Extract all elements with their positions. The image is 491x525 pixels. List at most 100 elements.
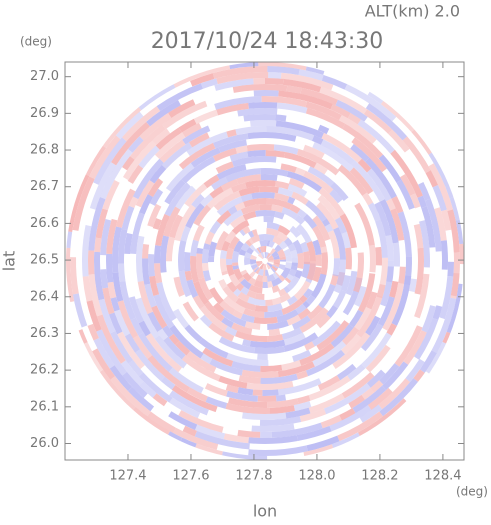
radar-cell <box>296 425 332 442</box>
radar-cell <box>169 390 209 416</box>
radar-cell <box>305 200 327 222</box>
radar-cell <box>255 274 264 282</box>
radar-cell <box>214 96 262 110</box>
radar-cell <box>281 207 299 220</box>
radar-cell <box>285 255 292 262</box>
radar-cell <box>320 139 355 165</box>
radar-cell <box>247 150 266 158</box>
radar-cell <box>164 182 191 217</box>
radar-cell <box>263 263 267 270</box>
radar-cell <box>253 78 265 85</box>
radar-cell <box>273 144 299 155</box>
radar-cell <box>267 398 299 408</box>
radar-cell <box>245 239 253 247</box>
radar-cell <box>223 295 246 314</box>
radar-cell <box>117 331 145 370</box>
radar-cell <box>199 305 228 332</box>
radar-cell <box>237 429 261 438</box>
radar-cell <box>286 170 323 193</box>
altitude-label: ALT(km) 2.0 <box>365 2 460 21</box>
radar-cell <box>154 335 187 369</box>
radar-cell <box>130 212 145 255</box>
radar-cell <box>198 277 214 301</box>
radar-cell <box>421 206 436 248</box>
radar-cell <box>279 259 286 262</box>
radar-cell <box>213 302 225 314</box>
radar-cell <box>248 435 298 445</box>
radar-cell <box>441 209 452 231</box>
radar-cell <box>303 170 334 194</box>
radar-cell <box>367 387 393 410</box>
radar-cell <box>188 132 210 148</box>
radar-cell <box>279 240 288 250</box>
radar-cell <box>339 114 377 144</box>
radar-cell <box>290 257 298 271</box>
radar-cell <box>250 234 261 244</box>
radar-cell <box>389 280 399 298</box>
radar-cell <box>180 226 191 242</box>
radar-cell <box>341 333 362 355</box>
radar-cell <box>160 235 169 273</box>
radar-cell <box>257 395 277 402</box>
chart-title: 2017/10/24 18:43:30 <box>151 29 384 54</box>
radar-cell <box>147 253 156 277</box>
radar-cell <box>267 66 300 76</box>
radar-cell <box>244 321 261 330</box>
radar-cell <box>414 247 424 295</box>
radar-cell <box>281 298 304 316</box>
radar-cell <box>110 376 151 417</box>
radar-cell <box>152 393 168 407</box>
radar-cell <box>118 228 128 264</box>
radar-cell <box>168 367 204 394</box>
radar-cell <box>194 430 250 450</box>
radar-cell <box>174 204 196 242</box>
radar-cell <box>419 350 437 373</box>
radar-cell <box>266 126 315 141</box>
radar-cell <box>285 407 311 419</box>
radar-cell <box>76 329 88 345</box>
radar-field <box>66 62 464 460</box>
radar-cell <box>221 316 234 328</box>
radar-cell <box>382 283 405 331</box>
radar-cell <box>291 191 309 206</box>
x-unit: (deg) <box>456 485 488 499</box>
radar-cell <box>350 160 385 202</box>
radar-cell <box>375 246 382 266</box>
radar-cell <box>315 254 322 267</box>
radar-cell <box>209 358 243 376</box>
radar-cell <box>312 266 322 283</box>
radar-cell <box>200 194 214 208</box>
radar-cell <box>374 201 392 237</box>
radar-cell <box>238 276 245 283</box>
y-tick-label: 27.0 <box>30 69 59 84</box>
radar-cell <box>283 332 319 352</box>
radar-cell <box>212 66 268 79</box>
radar-cell <box>264 309 284 318</box>
radar-cell <box>149 188 164 206</box>
radar-cell <box>312 225 327 248</box>
radar-cell <box>312 239 322 256</box>
radar-cell <box>289 225 302 238</box>
radar-cell <box>87 323 99 341</box>
y-tick-label: 26.9 <box>30 106 59 121</box>
radar-cell <box>183 251 191 272</box>
radar-cell <box>251 423 295 432</box>
radar-cell <box>204 383 228 397</box>
radar-cell <box>115 111 144 140</box>
radar-cell <box>391 275 412 326</box>
radar-cell <box>142 243 150 259</box>
radar-cell <box>186 131 229 157</box>
radar-cell <box>278 274 286 282</box>
radar-cell <box>147 355 190 393</box>
radar-cell <box>397 211 412 257</box>
radar-cell <box>273 258 281 265</box>
radar-cell <box>223 209 244 227</box>
radar-cell <box>258 186 279 194</box>
radar-cell <box>329 189 343 204</box>
radar-cell <box>260 373 298 384</box>
radar-cell <box>331 432 361 450</box>
radar-cell <box>357 273 376 313</box>
radar-cell <box>203 243 211 251</box>
radar-cell <box>336 363 357 381</box>
radar-cell <box>267 260 274 263</box>
